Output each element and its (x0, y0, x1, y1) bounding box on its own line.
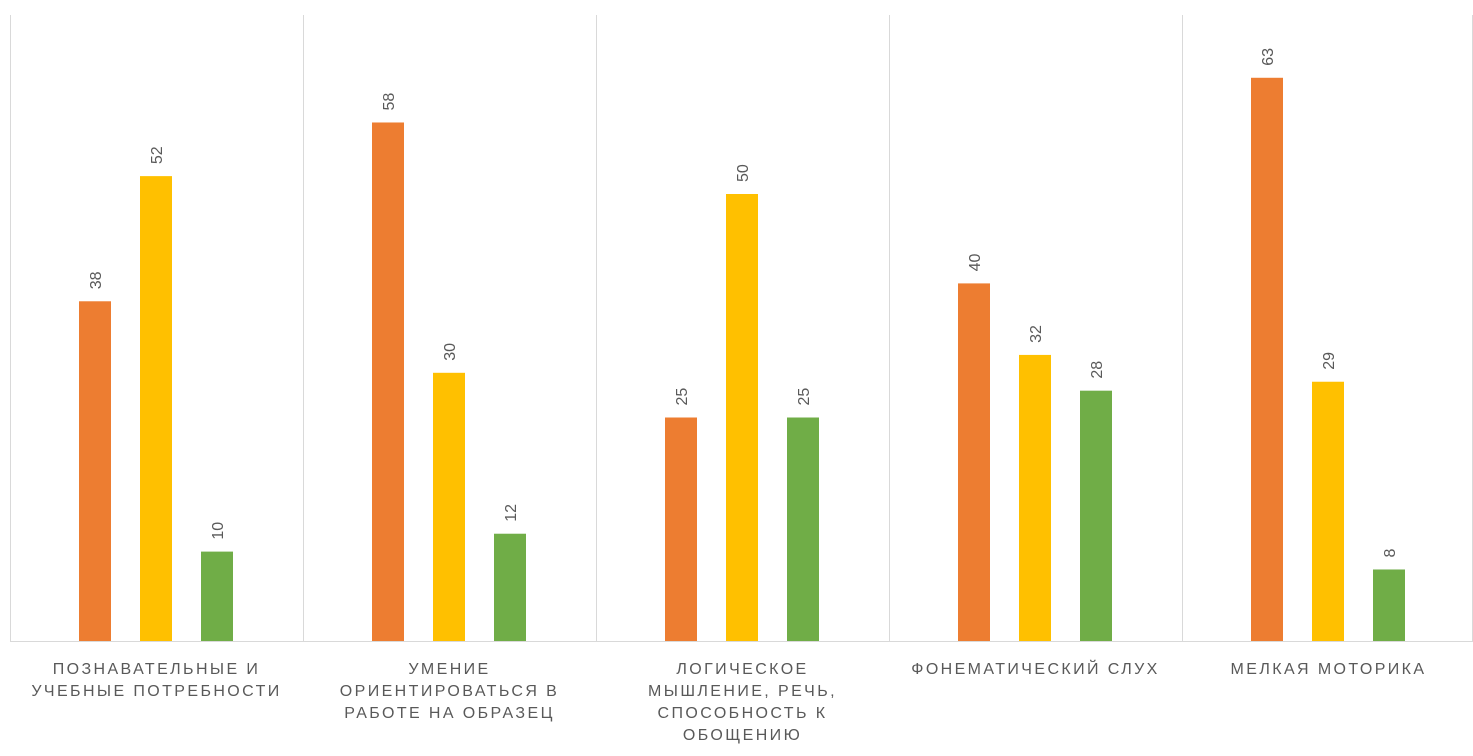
data-label: 29 (1321, 352, 1338, 370)
bar (665, 417, 697, 641)
bar (1080, 390, 1112, 641)
data-label: 30 (442, 343, 459, 361)
category-label: ФОНЕМАТИЧЕСКИЙ СЛУХ (911, 659, 1159, 678)
category-label-line: ОРИЕНТИРОВАТЬСЯ В (340, 683, 559, 700)
data-label: 8 (1382, 548, 1399, 557)
category-label-line: ФОНЕМАТИЧЕСКИЙ СЛУХ (911, 659, 1159, 678)
category-labels: ПОЗНАВАТЕЛЬНЫЕ И УЧЕБНЫЕ ПОТРЕБНОСТИ УМЕНИ… (31, 659, 1427, 744)
bar (79, 301, 111, 641)
data-label: 25 (796, 388, 813, 406)
data-label: 52 (149, 146, 166, 164)
data-label: 40 (967, 254, 984, 272)
category-label: МЕЛКАЯ МОТОРИКА (1231, 661, 1427, 678)
data-label: 63 (1260, 48, 1277, 66)
category-label-line: РАБОТЕ НА ОБРАЗЕЦ (344, 705, 555, 722)
category-label: ПОЗНАВАТЕЛЬНЫЕ И УЧЕБНЫЕ ПОТРЕБНОСТИ (31, 661, 281, 700)
data-label: 38 (88, 271, 105, 289)
category-label: ЛОГИЧЕСКОЕ МЫШЛЕНИЕ, РЕЧЬ, СПОСОБНОСТЬ К ОБ… (648, 661, 837, 744)
bar (372, 122, 404, 642)
bar (140, 176, 172, 641)
bar (726, 194, 758, 641)
category-label-line: УМЕНИЕ (408, 661, 490, 678)
category-label-line: МЫШЛЕНИЕ, РЕЧЬ, (648, 683, 837, 700)
data-label: 12 (503, 504, 520, 522)
category-label-line: СПОСОБНОСТЬ К (658, 705, 828, 722)
data-label: 25 (674, 388, 691, 406)
category-label-line: УЧЕБНЫЕ ПОТРЕБНОСТИ (31, 683, 281, 700)
bar (1019, 354, 1051, 641)
bar (433, 372, 465, 641)
bar (201, 551, 233, 641)
bar (1373, 569, 1405, 641)
category-label-line: МЕЛКАЯ МОТОРИКА (1231, 661, 1427, 678)
data-label: 28 (1089, 361, 1106, 379)
category-label-line: ЛОГИЧЕСКОЕ (676, 661, 808, 678)
bar (787, 417, 819, 641)
data-label: 58 (381, 93, 398, 111)
bar (958, 283, 990, 641)
value-labels: 38 58 25 40 63 52 30 50 32 29 10 12 25 28 8 (88, 48, 1399, 558)
bar (1251, 77, 1283, 641)
bar (494, 533, 526, 641)
bars (79, 77, 1405, 642)
data-label: 50 (735, 164, 752, 182)
category-label: УМЕНИЕ ОРИЕНТИРОВАТЬСЯ В РАБОТЕ НА ОБРАЗЕЦ (340, 661, 559, 722)
category-label-line: ПОЗНАВАТЕЛЬНЫЕ И (53, 661, 261, 678)
bar (1312, 381, 1344, 641)
data-label: 32 (1028, 325, 1045, 343)
category-label-line: ОБОЩЕНИЮ (683, 727, 802, 744)
data-label: 10 (210, 522, 227, 540)
